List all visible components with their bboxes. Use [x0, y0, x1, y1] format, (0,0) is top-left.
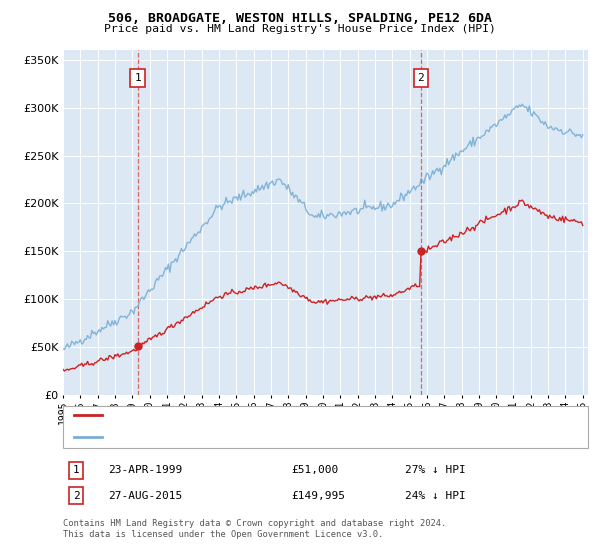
- Text: 1: 1: [134, 73, 141, 83]
- Text: £51,000: £51,000: [291, 465, 338, 475]
- Text: 506, BROADGATE, WESTON HILLS, SPALDING, PE12 6DA: 506, BROADGATE, WESTON HILLS, SPALDING, …: [108, 12, 492, 25]
- Text: 24% ↓ HPI: 24% ↓ HPI: [405, 491, 466, 501]
- Text: Contains HM Land Registry data © Crown copyright and database right 2024.
This d: Contains HM Land Registry data © Crown c…: [63, 519, 446, 539]
- Text: HPI: Average price, detached house, South Holland: HPI: Average price, detached house, Sout…: [107, 432, 395, 442]
- Text: 23-APR-1999: 23-APR-1999: [108, 465, 182, 475]
- Text: 27% ↓ HPI: 27% ↓ HPI: [405, 465, 466, 475]
- Text: 2: 2: [73, 491, 80, 501]
- Text: 506, BROADGATE, WESTON HILLS, SPALDING, PE12 6DA (detached house): 506, BROADGATE, WESTON HILLS, SPALDING, …: [107, 410, 488, 419]
- Text: Price paid vs. HM Land Registry's House Price Index (HPI): Price paid vs. HM Land Registry's House …: [104, 24, 496, 34]
- Text: £149,995: £149,995: [291, 491, 345, 501]
- Text: 27-AUG-2015: 27-AUG-2015: [108, 491, 182, 501]
- Text: 1: 1: [73, 465, 80, 475]
- Text: 2: 2: [418, 73, 424, 83]
